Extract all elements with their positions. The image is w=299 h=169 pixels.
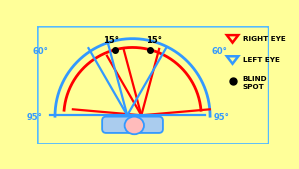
Text: BLIND: BLIND bbox=[243, 76, 267, 81]
Text: SPOT: SPOT bbox=[243, 84, 264, 90]
Text: 95°: 95° bbox=[213, 113, 229, 123]
Text: LEFT EYE: LEFT EYE bbox=[243, 57, 280, 63]
Text: RIGHT EYE: RIGHT EYE bbox=[243, 36, 286, 42]
Ellipse shape bbox=[125, 117, 144, 134]
Text: 15°: 15° bbox=[146, 36, 162, 45]
FancyBboxPatch shape bbox=[102, 117, 163, 133]
Text: 60°: 60° bbox=[33, 47, 49, 56]
Text: 95°: 95° bbox=[27, 113, 43, 123]
FancyBboxPatch shape bbox=[37, 26, 269, 145]
Text: 15°: 15° bbox=[103, 36, 119, 45]
Text: 60°: 60° bbox=[212, 47, 228, 56]
